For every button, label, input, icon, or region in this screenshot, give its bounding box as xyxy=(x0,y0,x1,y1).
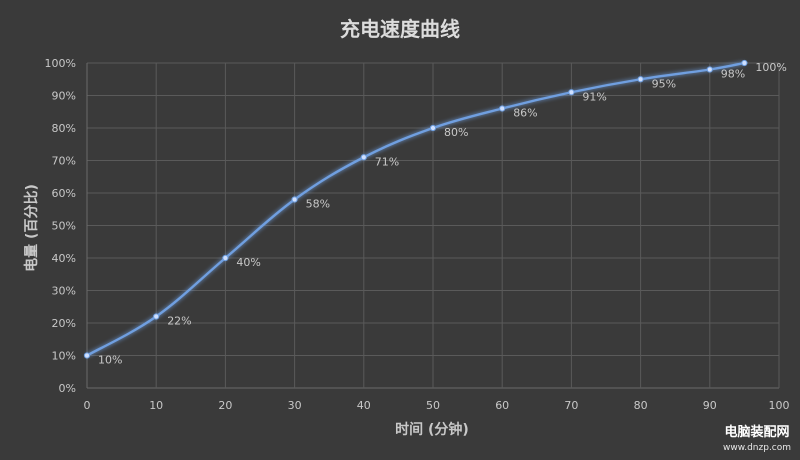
grid xyxy=(86,62,780,389)
y-tick-label: 60% xyxy=(52,187,76,200)
chart-title: 充电速度曲线 xyxy=(340,17,460,41)
data-point xyxy=(568,89,575,96)
data-point xyxy=(741,59,748,67)
x-tick-label: 80 xyxy=(634,399,648,412)
data-points xyxy=(83,59,748,359)
data-point xyxy=(153,313,160,320)
y-tick-label: 30% xyxy=(52,285,76,298)
data-point xyxy=(222,254,229,262)
data-point xyxy=(429,124,437,132)
x-tick-label: 40 xyxy=(357,399,371,412)
x-tick-label: 30 xyxy=(288,399,302,412)
y-tick-label: 90% xyxy=(52,90,76,103)
data-label: 100% xyxy=(755,61,786,74)
data-label: 40% xyxy=(236,256,260,269)
y-tick-label: 70% xyxy=(52,155,76,168)
data-label: 91% xyxy=(582,90,606,103)
data-point xyxy=(360,154,367,161)
y-tick-label: 10% xyxy=(52,350,76,363)
x-tick-label: 90 xyxy=(703,399,717,412)
data-point xyxy=(291,196,298,203)
x-tick-label: 60 xyxy=(495,399,509,412)
data-label: 95% xyxy=(652,77,676,90)
x-tick-label: 10 xyxy=(149,399,163,412)
y-tick-label: 40% xyxy=(52,252,76,265)
y-tick-label: 50% xyxy=(52,220,76,233)
data-label: 22% xyxy=(167,315,191,328)
x-axis-ticks: 0 10 20 30 40 50 60 70 80 90 100 xyxy=(84,399,790,412)
watermark-name: 电脑装配网 xyxy=(724,424,789,440)
y-tick-label: 80% xyxy=(52,122,76,135)
x-tick-label: 20 xyxy=(218,399,232,412)
x-tick-label: 70 xyxy=(564,399,578,412)
y-axis-title: 电量 (百分比) xyxy=(23,184,40,272)
x-tick-label: 0 xyxy=(84,399,91,412)
series-line xyxy=(86,61,745,357)
x-axis-title: 时间 (分钟) xyxy=(395,421,469,438)
x-tick-label: 100 xyxy=(769,399,790,412)
data-labels: 10% 22% 40% 58% 71% 80% 86% 91% 95% 98% 100% xyxy=(98,61,787,367)
watermark: 电脑装配网 www.dnzp.com xyxy=(723,424,791,453)
data-label: 80% xyxy=(444,126,468,139)
watermark-url: www.dnzp.com xyxy=(723,443,791,453)
x-tick-label: 50 xyxy=(426,399,440,412)
data-point xyxy=(499,105,506,112)
y-tick-label: 0% xyxy=(59,382,76,395)
y-tick-label: 100% xyxy=(45,57,76,70)
data-label: 86% xyxy=(513,107,537,120)
data-point xyxy=(83,352,91,359)
data-point xyxy=(637,76,644,83)
y-tick-label: 20% xyxy=(52,317,76,330)
data-label: 71% xyxy=(375,155,399,168)
data-label: 58% xyxy=(306,198,330,211)
data-label: 10% xyxy=(98,354,122,367)
data-point xyxy=(706,66,713,73)
data-label: 98% xyxy=(721,68,745,81)
y-axis-ticks: 0% 10% 20% 30% 40% 50% 60% 70% 80% 90% 100% xyxy=(45,57,76,395)
